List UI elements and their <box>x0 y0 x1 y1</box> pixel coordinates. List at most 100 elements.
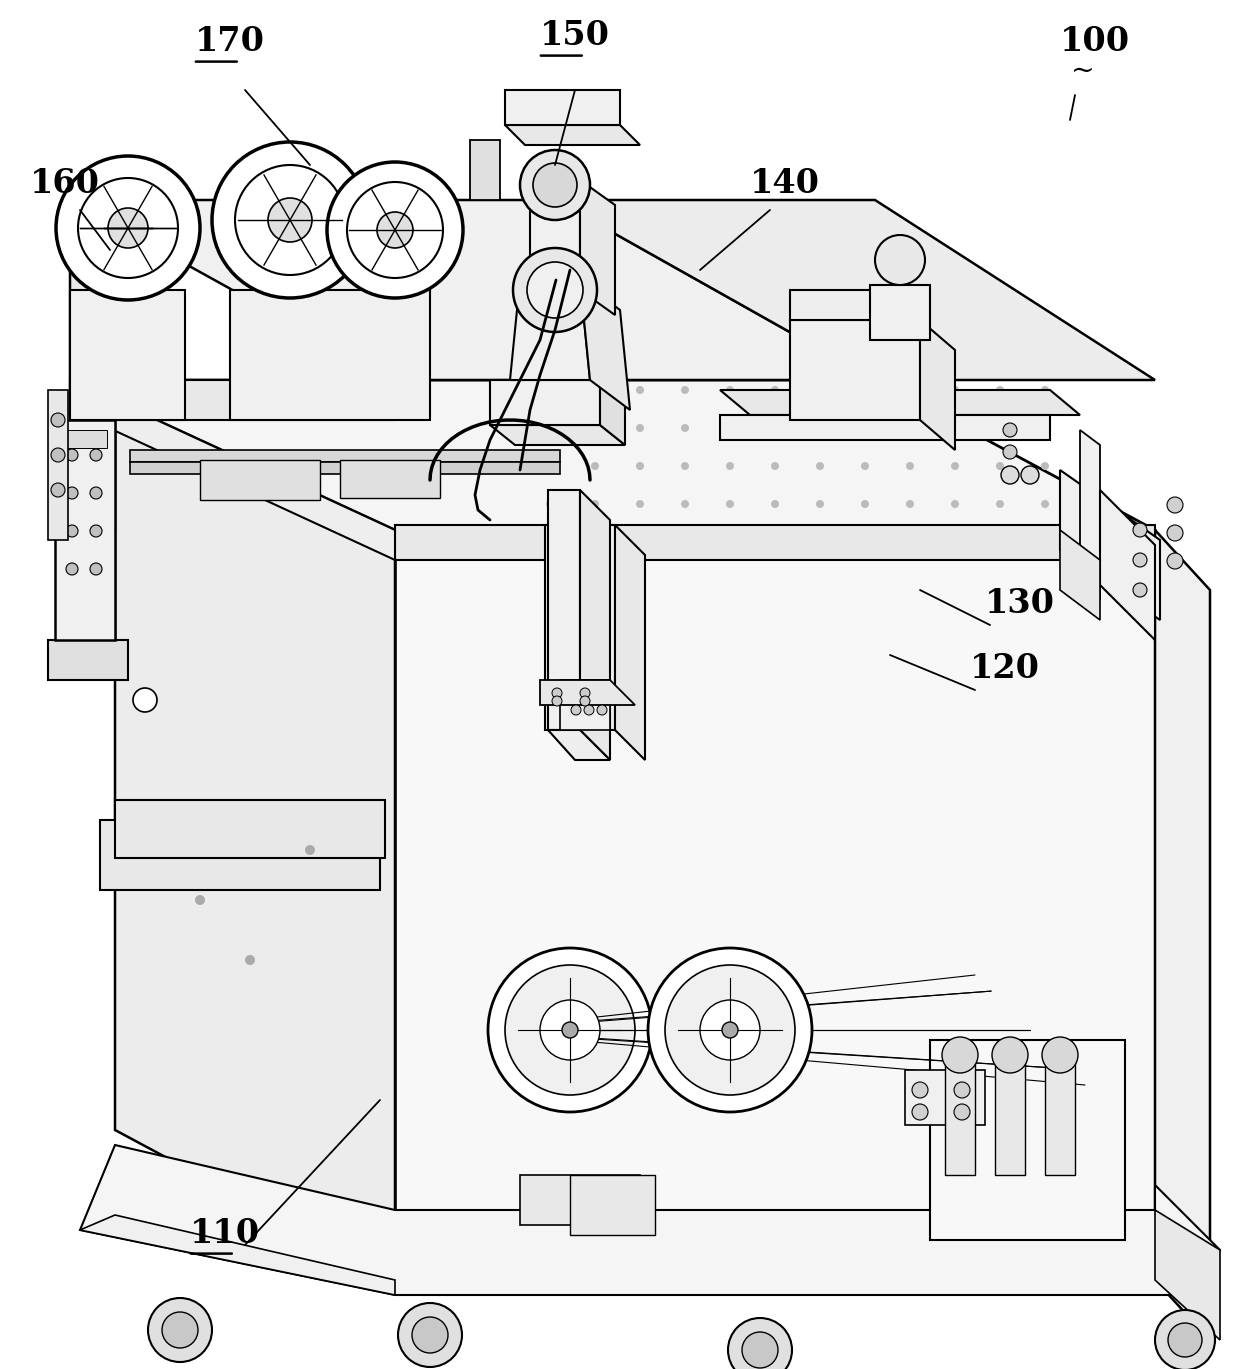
Polygon shape <box>229 290 430 420</box>
Polygon shape <box>720 415 1050 439</box>
Bar <box>570 1175 655 1235</box>
Circle shape <box>1133 553 1147 567</box>
Circle shape <box>1168 1322 1202 1357</box>
Polygon shape <box>69 200 115 530</box>
Circle shape <box>66 449 78 461</box>
Polygon shape <box>539 680 635 705</box>
Circle shape <box>725 386 734 394</box>
Polygon shape <box>69 381 396 420</box>
Polygon shape <box>1080 430 1100 600</box>
Circle shape <box>91 524 102 537</box>
Circle shape <box>681 424 689 433</box>
Circle shape <box>546 461 554 470</box>
Circle shape <box>951 461 959 470</box>
Bar <box>930 1040 1125 1240</box>
Circle shape <box>268 199 312 242</box>
Text: 120: 120 <box>970 652 1040 684</box>
Circle shape <box>539 999 600 1060</box>
Bar <box>520 1175 640 1225</box>
Circle shape <box>1003 445 1017 459</box>
Circle shape <box>728 1318 792 1369</box>
Text: 130: 130 <box>985 587 1055 620</box>
Text: 140: 140 <box>750 167 820 200</box>
Circle shape <box>591 386 599 394</box>
Circle shape <box>725 500 734 508</box>
Polygon shape <box>130 450 560 461</box>
Polygon shape <box>548 730 610 760</box>
Circle shape <box>1021 465 1039 485</box>
Polygon shape <box>548 490 580 730</box>
Circle shape <box>552 689 562 698</box>
Polygon shape <box>396 530 1154 1280</box>
Circle shape <box>305 845 315 856</box>
Circle shape <box>108 208 148 248</box>
Circle shape <box>875 235 925 285</box>
Circle shape <box>580 689 590 698</box>
Text: ~: ~ <box>1071 57 1095 85</box>
Circle shape <box>636 424 644 433</box>
Circle shape <box>722 1023 738 1038</box>
Circle shape <box>1154 1310 1215 1369</box>
Circle shape <box>681 461 689 470</box>
Circle shape <box>66 487 78 498</box>
Circle shape <box>533 163 577 207</box>
Circle shape <box>906 386 914 394</box>
Polygon shape <box>130 461 560 474</box>
Circle shape <box>725 461 734 470</box>
Circle shape <box>636 500 644 508</box>
Circle shape <box>861 500 869 508</box>
Circle shape <box>51 413 64 427</box>
Circle shape <box>816 500 825 508</box>
Circle shape <box>398 1303 463 1368</box>
Text: 160: 160 <box>30 167 100 200</box>
Circle shape <box>1003 467 1017 481</box>
Polygon shape <box>546 524 615 730</box>
Circle shape <box>861 461 869 470</box>
Circle shape <box>951 424 959 433</box>
Circle shape <box>649 947 812 1112</box>
Polygon shape <box>48 390 68 539</box>
Polygon shape <box>505 125 640 145</box>
Text: 110: 110 <box>190 1217 260 1250</box>
Circle shape <box>1003 423 1017 437</box>
Circle shape <box>701 999 760 1060</box>
Polygon shape <box>556 200 1154 381</box>
Circle shape <box>771 461 779 470</box>
Polygon shape <box>69 381 396 560</box>
Circle shape <box>1167 524 1183 541</box>
Circle shape <box>636 461 644 470</box>
Circle shape <box>996 386 1004 394</box>
Circle shape <box>56 156 200 300</box>
Polygon shape <box>1154 1210 1220 1340</box>
Circle shape <box>66 563 78 575</box>
Circle shape <box>996 424 1004 433</box>
Circle shape <box>1167 553 1183 570</box>
Circle shape <box>951 386 959 394</box>
Circle shape <box>513 248 596 333</box>
Circle shape <box>580 695 590 706</box>
Circle shape <box>591 461 599 470</box>
Polygon shape <box>615 524 645 760</box>
Polygon shape <box>790 290 920 320</box>
Polygon shape <box>790 320 920 420</box>
Bar <box>100 820 379 890</box>
Circle shape <box>861 424 869 433</box>
Polygon shape <box>720 390 1080 415</box>
Circle shape <box>546 386 554 394</box>
Circle shape <box>816 461 825 470</box>
Polygon shape <box>81 1144 1220 1295</box>
Polygon shape <box>490 381 600 424</box>
Bar <box>200 460 320 500</box>
Circle shape <box>562 1023 578 1038</box>
Circle shape <box>1167 497 1183 513</box>
Circle shape <box>51 483 64 497</box>
Circle shape <box>771 500 779 508</box>
Circle shape <box>162 1312 198 1348</box>
Circle shape <box>1133 583 1147 597</box>
Polygon shape <box>1154 530 1210 1340</box>
Circle shape <box>996 500 1004 508</box>
Circle shape <box>91 563 102 575</box>
Polygon shape <box>115 381 396 1280</box>
Circle shape <box>636 386 644 394</box>
Circle shape <box>51 448 64 461</box>
